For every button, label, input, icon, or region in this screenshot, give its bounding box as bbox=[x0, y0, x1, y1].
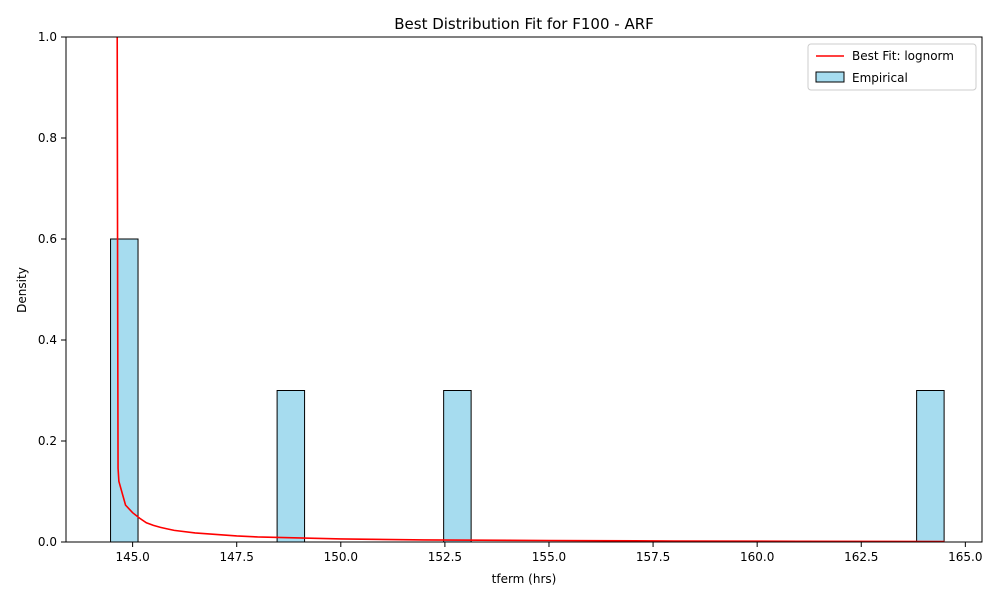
histogram-bar-1 bbox=[110, 238, 139, 543]
x-tick-label: 160.0 bbox=[740, 550, 774, 564]
plot-frame bbox=[65, 36, 983, 543]
legend-box bbox=[807, 43, 977, 91]
legend: Best Fit: lognorm Empirical bbox=[807, 43, 977, 91]
y-tick-label: 0.6 bbox=[38, 232, 57, 246]
x-tick-label: 157.5 bbox=[636, 550, 670, 564]
x-tick-label: 165.0 bbox=[948, 550, 982, 564]
y-tick-label: 0.0 bbox=[38, 535, 57, 549]
legend-empirical-swatch bbox=[815, 71, 845, 83]
y-tick-label: 1.0 bbox=[38, 30, 57, 44]
histogram-bar-2 bbox=[276, 390, 306, 543]
x-axis-label: tferm (hrs) bbox=[492, 572, 557, 586]
y-axis-label: Density bbox=[15, 267, 29, 313]
x-tick-label: 162.5 bbox=[844, 550, 878, 564]
axes: 145.0 147.5 150.0 152.5 155.0 157.5 160.0 162.5… bbox=[38, 30, 983, 564]
legend-empirical-label: Empirical bbox=[852, 71, 908, 85]
histogram-bar-3 bbox=[443, 390, 472, 543]
y-tick-label: 0.2 bbox=[38, 434, 57, 448]
chart-title: Best Distribution Fit for F100 - ARF bbox=[394, 15, 654, 33]
histogram-bars bbox=[110, 238, 945, 543]
fit-line bbox=[116, 37, 945, 542]
x-tick-label: 155.0 bbox=[532, 550, 566, 564]
legend-fit-label: Best Fit: lognorm bbox=[852, 49, 954, 63]
y-tick-label: 0.4 bbox=[38, 333, 57, 347]
histogram-bar-4 bbox=[916, 390, 945, 543]
y-tick-label: 0.8 bbox=[38, 131, 57, 145]
x-tick-label: 150.0 bbox=[324, 550, 358, 564]
x-tick-label: 145.0 bbox=[115, 550, 149, 564]
x-tick-label: 147.5 bbox=[220, 550, 254, 564]
fit-line-layer bbox=[116, 37, 945, 542]
x-tick-label: 152.5 bbox=[428, 550, 462, 564]
